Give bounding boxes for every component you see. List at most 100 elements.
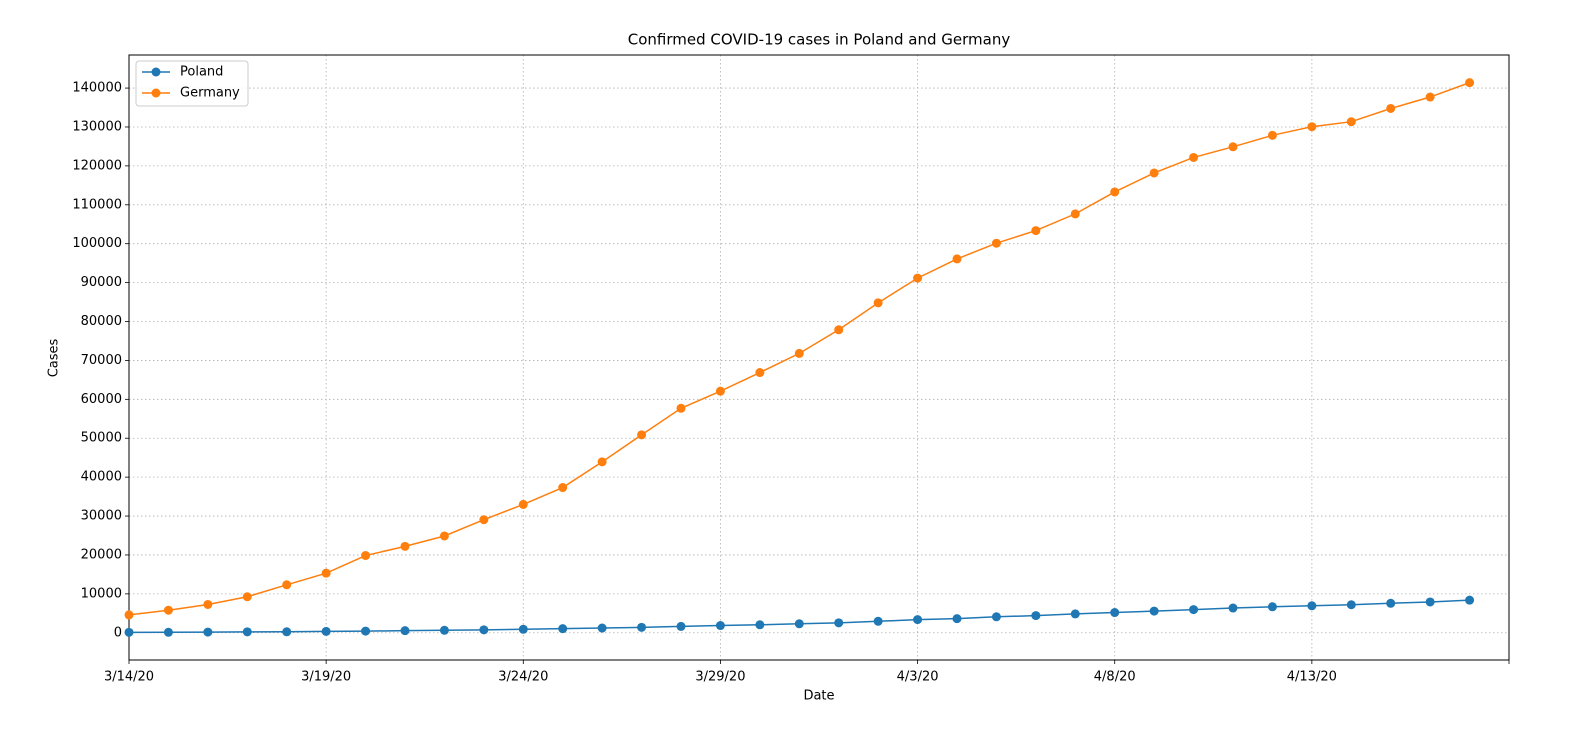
data-point	[755, 620, 765, 630]
data-point	[1465, 595, 1475, 605]
data-point	[1189, 152, 1199, 162]
data-point	[1110, 187, 1120, 197]
data-point	[1110, 608, 1120, 618]
data-point	[1228, 603, 1238, 613]
data-point	[203, 599, 213, 609]
data-point	[361, 551, 371, 561]
data-point	[676, 621, 686, 631]
data-point	[124, 627, 134, 637]
y-tick-label: 130000	[72, 119, 122, 134]
x-tick-label: 3/29/20	[695, 670, 745, 685]
data-point	[518, 624, 528, 634]
y-axis-label: Cases	[47, 338, 62, 377]
data-point	[439, 531, 449, 541]
y-tick-label: 40000	[81, 470, 122, 485]
data-point	[163, 605, 173, 615]
data-point	[479, 515, 489, 525]
data-point	[479, 625, 489, 635]
legend-label: Poland	[180, 65, 223, 80]
data-point	[715, 386, 725, 396]
y-tick-label: 120000	[72, 158, 122, 173]
x-tick-label: 4/3/20	[897, 670, 939, 685]
x-tick-label: 3/14/20	[104, 670, 154, 685]
x-tick-label: 3/24/20	[498, 670, 548, 685]
legend: Poland Germany	[135, 60, 249, 107]
data-point	[1070, 209, 1080, 219]
data-point	[163, 627, 173, 637]
data-point	[597, 457, 607, 467]
data-point	[794, 348, 804, 358]
data-point	[1425, 597, 1435, 607]
data-point	[282, 627, 292, 637]
data-point	[676, 403, 686, 413]
data-point	[755, 368, 765, 378]
data-point	[991, 238, 1001, 248]
legend-marker	[151, 88, 161, 98]
data-point	[637, 622, 647, 632]
data-point	[873, 298, 883, 308]
data-point	[242, 627, 252, 637]
data-point	[242, 592, 252, 602]
y-tick-label: 20000	[81, 547, 122, 562]
data-point	[834, 618, 844, 628]
legend-marker	[151, 67, 161, 77]
data-point	[124, 610, 134, 620]
data-point	[1031, 226, 1041, 236]
x-tick-label: 4/8/20	[1094, 670, 1136, 685]
data-point	[282, 580, 292, 590]
data-point	[794, 619, 804, 629]
data-point	[203, 627, 213, 637]
data-point	[558, 624, 568, 634]
data-point	[913, 615, 923, 625]
x-axis-label: Date	[803, 689, 834, 704]
data-point	[1346, 117, 1356, 127]
y-tick-label: 60000	[81, 392, 122, 407]
y-tick-label: 0	[114, 625, 122, 640]
data-point	[1031, 611, 1041, 621]
data-point	[1228, 142, 1238, 152]
data-point	[400, 541, 410, 551]
y-tick-label: 90000	[81, 275, 122, 290]
data-point	[1267, 602, 1277, 612]
y-tick-label: 80000	[81, 314, 122, 329]
plot-frame	[128, 54, 1510, 661]
data-point	[873, 616, 883, 626]
data-point	[991, 612, 1001, 622]
data-point	[439, 625, 449, 635]
data-point	[1149, 606, 1159, 616]
data-point	[913, 273, 923, 283]
y-tick-label: 140000	[72, 81, 122, 96]
data-point	[715, 621, 725, 631]
data-point	[518, 499, 528, 509]
data-point	[1070, 609, 1080, 619]
y-tick-label: 10000	[81, 586, 122, 601]
legend-label: Germany	[180, 86, 240, 101]
data-point	[321, 568, 331, 578]
data-point	[1386, 598, 1396, 608]
x-tick-label: 3/19/20	[301, 670, 351, 685]
data-point	[361, 626, 371, 636]
data-point	[952, 614, 962, 624]
data-point	[558, 483, 568, 493]
y-tick-label: 70000	[81, 353, 122, 368]
y-tick-label: 30000	[81, 509, 122, 524]
data-point	[637, 430, 647, 440]
data-point	[1307, 122, 1317, 132]
y-tick-label: 50000	[81, 431, 122, 446]
chart-title: Confirmed COVID-19 cases in Poland and G…	[628, 31, 1011, 49]
data-point	[597, 623, 607, 633]
data-point	[1346, 600, 1356, 610]
data-point	[834, 325, 844, 335]
data-point	[400, 626, 410, 636]
data-point	[321, 626, 331, 636]
y-tick-label: 110000	[72, 197, 122, 212]
data-point	[1425, 92, 1435, 102]
y-tick-label: 100000	[72, 236, 122, 251]
data-point	[1189, 605, 1199, 615]
data-point	[1386, 103, 1396, 113]
data-point	[952, 254, 962, 264]
data-point	[1465, 78, 1475, 88]
data-point	[1267, 130, 1277, 140]
x-tick-label: 4/13/20	[1287, 670, 1337, 685]
